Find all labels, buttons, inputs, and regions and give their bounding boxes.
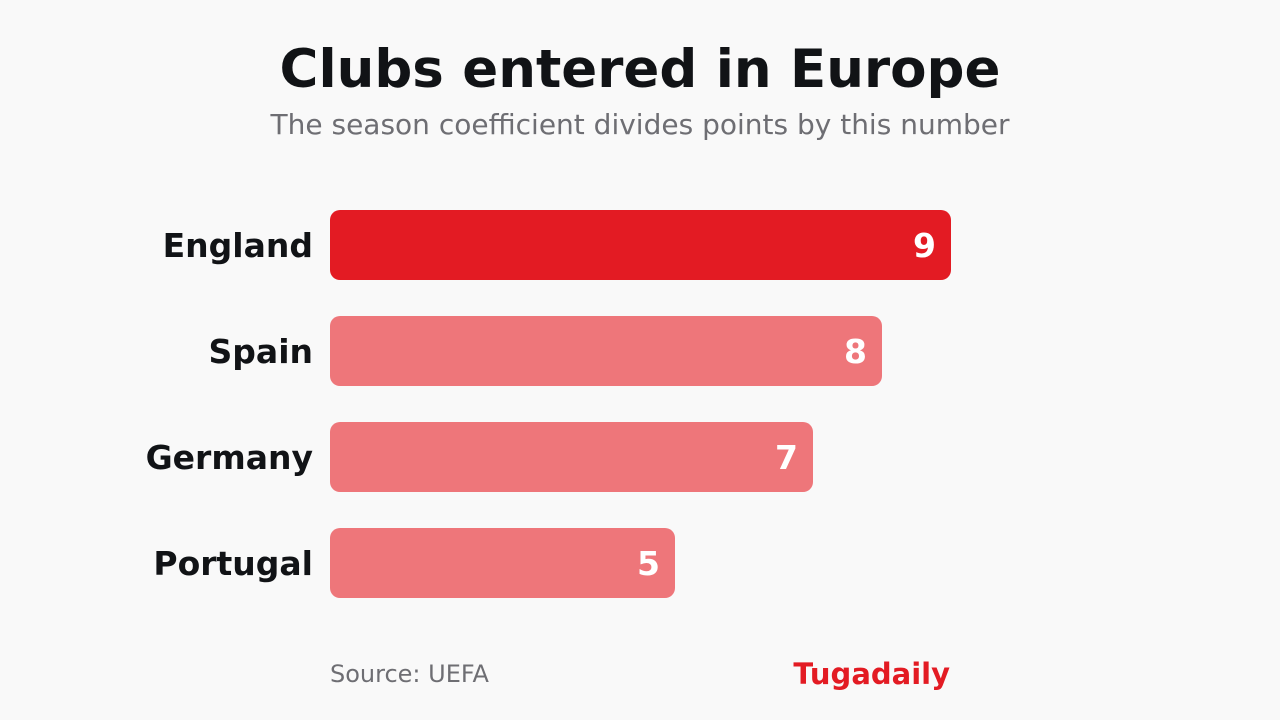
chart-subtitle: The season coefficient divides points by… [270, 108, 1010, 141]
value-label-spain: 8 [844, 332, 867, 371]
source-note: Source: UEFA [330, 660, 489, 688]
bar-germany [330, 422, 813, 492]
brand-logo[interactable]: Tugadaily [793, 657, 950, 691]
value-label-england: 9 [913, 226, 936, 265]
chart-title: Clubs entered in Europe [279, 39, 1001, 100]
category-label-england: England [163, 226, 313, 265]
bar-spain [330, 316, 882, 386]
category-label-germany: Germany [146, 438, 313, 477]
category-label-portugal: Portugal [153, 544, 313, 583]
bar-england [330, 210, 951, 280]
bar-portugal [330, 528, 675, 598]
category-label-spain: Spain [209, 332, 313, 371]
value-label-germany: 7 [775, 438, 798, 477]
value-label-portugal: 5 [637, 544, 660, 583]
